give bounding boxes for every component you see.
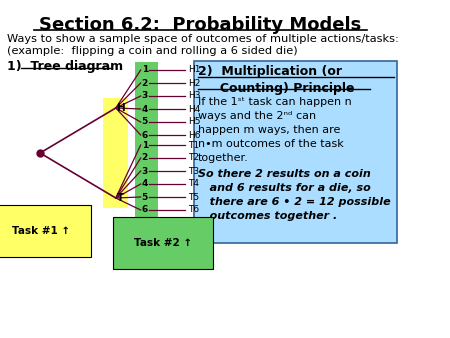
Text: 2: 2 <box>142 153 148 163</box>
Text: H2: H2 <box>188 78 200 88</box>
FancyBboxPatch shape <box>104 98 128 208</box>
Text: 3: 3 <box>142 167 148 175</box>
Text: If the 1ˢᵗ task can happen n
ways and the 2ⁿᵈ can
happen m ways, then are
n•m ou: If the 1ˢᵗ task can happen n ways and th… <box>198 97 351 163</box>
Text: H: H <box>117 103 126 113</box>
Text: T1: T1 <box>188 141 199 149</box>
Text: 5: 5 <box>142 118 148 126</box>
Text: 3: 3 <box>142 92 148 100</box>
Text: T2: T2 <box>188 153 199 163</box>
Text: H3: H3 <box>188 92 200 100</box>
Text: 1)  Tree diagram: 1) Tree diagram <box>7 60 123 73</box>
Text: (example:  flipping a coin and rolling a 6 sided die): (example: flipping a coin and rolling a … <box>7 46 298 56</box>
Text: Section 6.2:  Probability Models: Section 6.2: Probability Models <box>39 16 361 34</box>
Text: T: T <box>117 193 124 203</box>
Text: H1: H1 <box>188 66 200 74</box>
FancyBboxPatch shape <box>194 61 397 243</box>
Text: T4: T4 <box>188 179 199 189</box>
Text: 4: 4 <box>142 179 148 189</box>
Text: Task #2 ↑: Task #2 ↑ <box>134 238 192 248</box>
Text: T6: T6 <box>188 206 199 215</box>
Text: 6: 6 <box>142 130 148 140</box>
Text: Ways to show a sample space of outcomes of multiple actions/tasks:: Ways to show a sample space of outcomes … <box>7 34 399 44</box>
FancyBboxPatch shape <box>135 62 158 218</box>
Text: T5: T5 <box>188 193 199 201</box>
Text: 1: 1 <box>142 66 148 74</box>
Text: T3: T3 <box>188 167 199 175</box>
Text: So there 2 results on a coin
   and 6 results for a die, so
   there are 6 • 2 =: So there 2 results on a coin and 6 resul… <box>198 169 390 221</box>
Text: 2: 2 <box>142 78 148 88</box>
Text: H5: H5 <box>188 118 200 126</box>
Text: H6: H6 <box>188 130 200 140</box>
Text: 2)  Multiplication (or
     Counting) Principle: 2) Multiplication (or Counting) Principl… <box>198 65 354 95</box>
Text: 1: 1 <box>142 141 148 149</box>
Text: H4: H4 <box>188 104 200 114</box>
Text: 5: 5 <box>142 193 148 201</box>
Text: 6: 6 <box>142 206 148 215</box>
Text: 4: 4 <box>142 104 148 114</box>
Text: Task #1 ↑: Task #1 ↑ <box>13 226 71 236</box>
